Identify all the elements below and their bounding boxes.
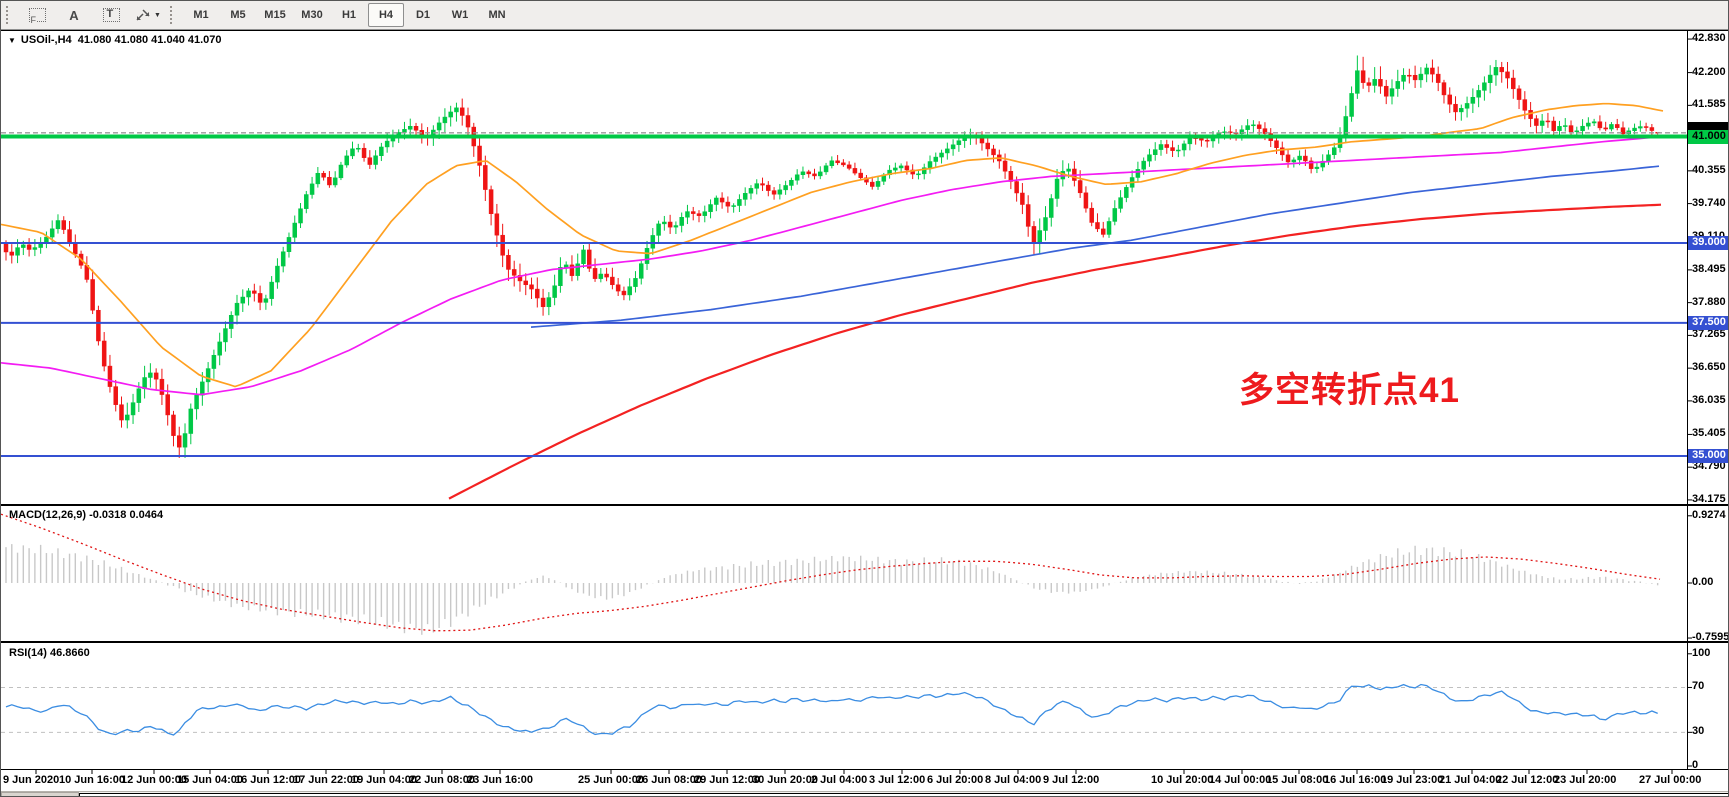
timeframe-mn-button[interactable]: MN	[488, 9, 506, 21]
scrollbar-left-segment[interactable]	[1, 792, 79, 796]
price-tick-label: 40.355	[1692, 163, 1726, 176]
price-tick-label: 37.265	[1692, 328, 1726, 341]
dashed-frame-icon: F	[28, 8, 46, 25]
time-tick-label: 10 Jul 20:00	[1151, 774, 1214, 786]
chevron-down-icon: ▼	[154, 11, 161, 19]
timeframe-m15-button[interactable]: M15	[264, 9, 286, 21]
rsi-tick-label: 100	[1692, 646, 1711, 659]
time-tick-label: 30 Jun 20:00	[752, 774, 819, 786]
toolbar-grip[interactable]	[6, 6, 11, 24]
price-tick-label: 42.830	[1692, 32, 1726, 45]
price-tick-label: 35.405	[1692, 427, 1726, 440]
time-tick-label: 19 Jul 23:00	[1381, 774, 1444, 786]
frame-tool-button[interactable]: F	[19, 3, 55, 27]
time-tick-label: 23 Jul 20:00	[1554, 774, 1617, 786]
symbol-period-label: USOil-,H4	[20, 34, 72, 46]
price-tick-label: 36.035	[1692, 393, 1726, 406]
toolbar-grip[interactable]	[170, 6, 175, 24]
price-tick-label: 42.200	[1692, 65, 1726, 78]
time-tick-label: 14 Jul 00:00	[1209, 774, 1272, 786]
hline-price-label: 35.000	[1688, 449, 1728, 463]
chart-title: ▼ USOil-,H4 41.080 41.080 41.040 41.070	[8, 34, 222, 46]
rsi-tick-label: 0	[1692, 759, 1699, 771]
ohlc-values: 41.080 41.080 41.040 41.070	[77, 34, 222, 46]
timeframe-m5-button[interactable]: M5	[230, 9, 246, 21]
timeframe-h4-button[interactable]: H4	[368, 3, 404, 27]
hline-price-label: 39.000	[1688, 236, 1728, 250]
price-tick-label: 39.740	[1692, 196, 1726, 209]
price-tick-label: 37.880	[1692, 295, 1726, 308]
time-tick-label: 27 Jul 00:00	[1639, 774, 1702, 786]
rsi-tick-label: 70	[1692, 680, 1705, 693]
time-tick-label: 2 Jul 04:00	[811, 774, 868, 786]
time-tick-label: 10 Jun 16:00	[59, 774, 126, 786]
timeframe-m30-button[interactable]: M30	[301, 9, 323, 21]
time-tick-label: 17 Jun 22:00	[293, 774, 360, 786]
price-tick-label: 34.790	[1692, 460, 1726, 473]
text-box-icon: T	[102, 8, 120, 22]
macd-tick-label: 0.00	[1692, 576, 1714, 588]
macd-tick-label: 0.9274	[1692, 508, 1726, 521]
chart-text-annotation[interactable]: 多空转折点41	[1239, 371, 1460, 410]
text-label-icon: A	[69, 7, 79, 23]
time-tick-label: 9 Jul 12:00	[1043, 774, 1100, 786]
time-tick-label: 6 Jul 20:00	[927, 774, 984, 786]
hline-price-label: 41.000	[1688, 129, 1728, 144]
time-tick-label: 19 Jun 04:00	[351, 774, 418, 786]
hline-price-label: 37.500	[1688, 315, 1728, 330]
time-tick-label: 3 Jul 12:00	[869, 774, 926, 786]
time-tick-label: 22 Jul 12:00	[1496, 774, 1559, 786]
timeframe-h1-button[interactable]: H1	[341, 9, 357, 21]
frame-f-label: F	[30, 15, 36, 25]
text-label-tool-button[interactable]: A	[56, 3, 92, 27]
price-tick-label: 34.175	[1692, 492, 1726, 505]
rsi-indicator-label: RSI(14) 46.8660	[9, 647, 90, 659]
time-tick-label: 16 Jul 16:00	[1324, 774, 1387, 786]
arrows-icon	[136, 9, 150, 21]
macd-tick-label: -0.7595	[1692, 631, 1729, 644]
time-tick-label: 15 Jun 04:00	[177, 774, 244, 786]
time-tick-label: 8 Jul 04:00	[985, 774, 1042, 786]
time-tick-label: 21 Jul 04:00	[1439, 774, 1502, 786]
collapse-triangle-icon[interactable]: ▼	[8, 36, 16, 45]
toolbar: F A T ▼ M1 M5 M15 M30 H1 H4 D1 W1	[1, 1, 1728, 30]
timeframe-d1-button[interactable]: D1	[415, 9, 431, 21]
price-tick-label: 38.495	[1692, 262, 1726, 275]
time-tick-label: 26 Jun 08:00	[636, 774, 703, 786]
price-tick-label: 41.585	[1692, 98, 1726, 111]
time-tick-label: 15 Jul 08:00	[1266, 774, 1329, 786]
timeframe-m1-button[interactable]: M1	[193, 9, 209, 21]
time-tick-label: 12 Jun 00:00	[121, 774, 188, 786]
time-tick-label: 9 Jun 2020	[3, 774, 60, 786]
time-tick-label: 16 Jun 12:00	[235, 774, 302, 786]
time-tick-label: 29 Jun 12:00	[694, 774, 761, 786]
timeframe-w1-button[interactable]: W1	[451, 9, 469, 21]
time-tick-label: 23 Jun 16:00	[467, 774, 534, 786]
arrows-tool-button[interactable]: ▼	[130, 3, 166, 27]
time-tick-label: 22 Jun 08:00	[409, 774, 476, 786]
time-tick-label: 25 Jun 00:00	[578, 774, 645, 786]
price-tick-label: 36.650	[1692, 361, 1726, 374]
macd-indicator-label: MACD(12,26,9) -0.0318 0.0464	[9, 509, 164, 521]
text-tool-button[interactable]: T	[93, 3, 129, 27]
rsi-tick-label: 30	[1692, 725, 1705, 738]
scrollbar-thumb[interactable]	[79, 793, 1728, 796]
